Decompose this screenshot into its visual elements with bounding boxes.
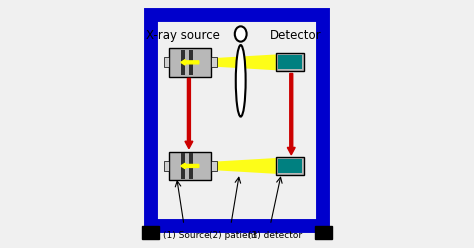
Bar <box>181 50 185 75</box>
Bar <box>211 161 217 171</box>
Text: (2) patient: (2) patient <box>210 231 257 240</box>
FancyArrow shape <box>181 60 199 65</box>
Text: Detector: Detector <box>270 29 322 42</box>
Bar <box>211 58 217 67</box>
Bar <box>181 153 185 179</box>
Bar <box>189 153 192 179</box>
FancyArrow shape <box>287 73 295 155</box>
Bar <box>142 226 159 239</box>
Text: X-ray source: X-ray source <box>146 29 219 42</box>
Bar <box>164 161 169 171</box>
Bar <box>276 54 304 71</box>
Bar <box>169 48 211 77</box>
Ellipse shape <box>235 26 246 42</box>
Polygon shape <box>217 158 276 174</box>
Text: (3) detector: (3) detector <box>248 231 302 240</box>
FancyArrow shape <box>181 163 199 169</box>
Bar <box>276 157 304 175</box>
Bar <box>278 159 302 173</box>
Ellipse shape <box>236 45 246 117</box>
Bar <box>189 50 192 75</box>
Bar <box>169 152 211 180</box>
Bar <box>278 55 302 69</box>
Polygon shape <box>217 55 276 70</box>
Bar <box>315 226 332 239</box>
Bar <box>164 58 169 67</box>
Text: (1) Source: (1) Source <box>163 231 210 240</box>
FancyArrow shape <box>185 78 193 149</box>
